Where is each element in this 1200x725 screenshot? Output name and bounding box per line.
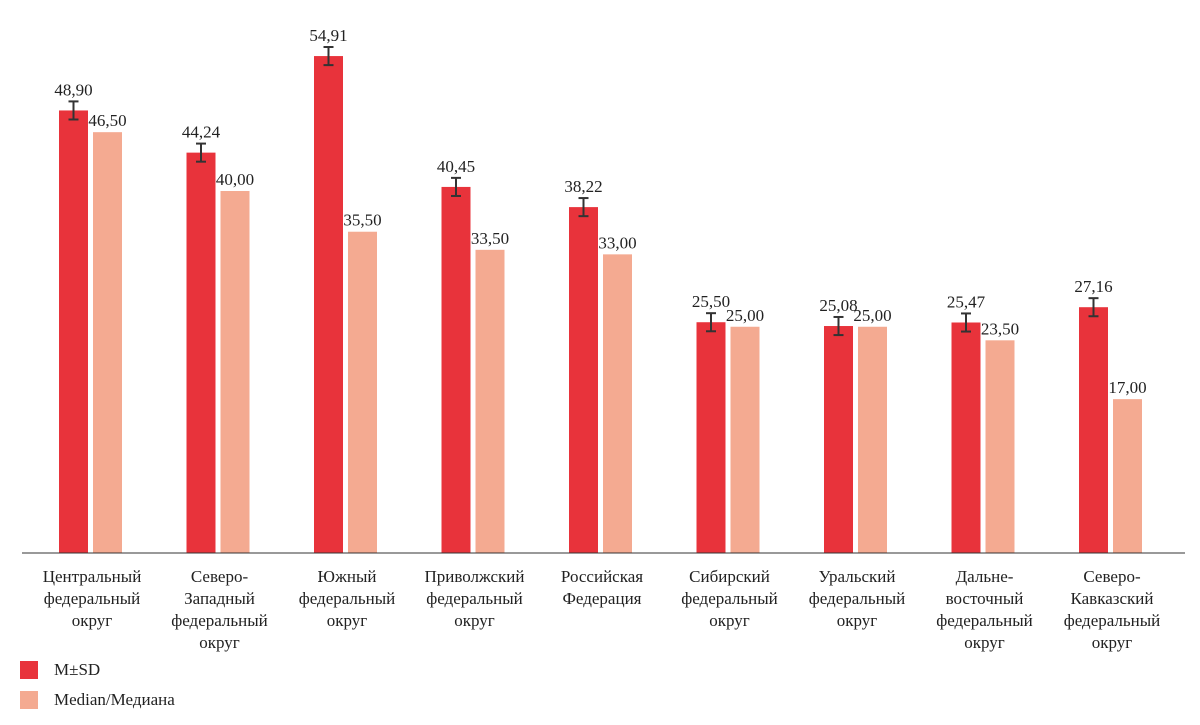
category-label: восточный	[946, 589, 1024, 608]
category-label: федеральный	[44, 589, 141, 608]
value-label-msd: 48,90	[54, 80, 92, 99]
bar-msd	[824, 326, 853, 553]
bar-median	[93, 132, 122, 554]
value-label-median: 46,50	[88, 111, 126, 130]
category-label: округ	[837, 611, 878, 630]
bar-msd	[441, 186, 471, 554]
legend-swatch-median	[20, 691, 38, 709]
category-label: федеральный	[426, 589, 523, 608]
bar-msd	[569, 207, 598, 553]
category-label: округ	[327, 611, 368, 630]
legend: M±SD Median/Медиана	[20, 655, 175, 715]
error-bar	[578, 197, 589, 218]
bar-median	[475, 249, 505, 553]
category-label: федеральный	[299, 589, 396, 608]
legend-item-median: Median/Медиана	[20, 685, 175, 715]
bar-msd	[314, 56, 343, 553]
legend-label-median: Median/Медиана	[54, 690, 175, 709]
value-label-median: 35,50	[343, 211, 381, 230]
value-label-msd: 25,47	[947, 292, 986, 311]
category-label: Северо-	[1083, 567, 1141, 586]
error-bar	[196, 142, 206, 163]
category-label: федеральный	[1064, 611, 1161, 630]
category-label: Центральный	[43, 567, 142, 586]
bar-median	[1113, 399, 1142, 553]
category-label: Сибирский	[689, 567, 770, 586]
value-label-median: 25,00	[853, 306, 891, 325]
value-labels-group: 48,90 46,50 44,24 40,00 54,91 35,50 40,45 33,50…	[54, 26, 1146, 397]
value-label-median: 17,00	[1108, 378, 1146, 397]
bar-median	[220, 191, 250, 553]
category-label: Дальне-	[956, 567, 1014, 586]
category-label: округ	[1092, 633, 1133, 652]
category-label: Уральский	[819, 567, 896, 586]
error-bar	[706, 312, 716, 333]
category-label: Западный	[184, 589, 255, 608]
category-label: округ	[72, 611, 113, 630]
error-bar	[961, 312, 971, 333]
value-label-msd: 40,45	[437, 157, 475, 176]
category-label: федеральный	[171, 611, 268, 630]
bar-median	[858, 326, 887, 553]
bar-median	[985, 340, 1015, 553]
bar-msd	[186, 152, 216, 554]
bar-median	[348, 231, 377, 553]
value-label-median: 33,00	[598, 233, 636, 252]
value-label-msd: 44,24	[182, 123, 221, 142]
category-label: округ	[199, 633, 240, 652]
bar-msd	[1079, 307, 1108, 553]
error-bar	[833, 315, 844, 337]
category-label: Кавказский	[1071, 589, 1154, 608]
category-label: Федерация	[562, 589, 641, 608]
error-bar	[323, 46, 334, 67]
category-label: округ	[964, 633, 1005, 652]
bar-median	[603, 254, 632, 553]
value-label-msd: 27,16	[1074, 277, 1112, 296]
category-label: федеральный	[681, 589, 778, 608]
value-label-median: 33,50	[471, 229, 509, 248]
value-label-median: 25,00	[726, 306, 764, 325]
category-label: Российская	[561, 567, 643, 586]
value-label-msd: 25,08	[819, 296, 857, 315]
value-label-median: 40,00	[216, 170, 254, 189]
value-label-msd: 54,91	[309, 26, 347, 45]
bar-median	[730, 326, 760, 553]
legend-label-msd: M±SD	[54, 660, 101, 679]
bar-msd	[951, 322, 981, 553]
error-bars-group	[68, 46, 1099, 337]
category-label: Южный	[317, 567, 376, 586]
category-label: федеральный	[936, 611, 1033, 630]
error-bar	[1088, 297, 1099, 318]
legend-item-msd: M±SD	[20, 655, 175, 685]
value-label-median: 23,50	[981, 319, 1019, 338]
category-label: Северо-	[191, 567, 249, 586]
value-label-msd: 38,22	[564, 177, 602, 196]
bar-msd	[59, 110, 88, 553]
category-labels-group: Центральный федеральный округ Северо- Западн…	[43, 567, 1161, 652]
value-label-msd: 25,50	[692, 292, 730, 311]
category-label: округ	[454, 611, 495, 630]
category-label: федеральный	[809, 589, 906, 608]
bars-group	[59, 56, 1142, 554]
category-label: округ	[709, 611, 750, 630]
bar-msd	[696, 322, 726, 553]
error-bar	[451, 176, 461, 197]
legend-swatch-msd	[20, 661, 38, 679]
category-label: Приволжский	[425, 567, 525, 586]
error-bar	[68, 100, 79, 121]
